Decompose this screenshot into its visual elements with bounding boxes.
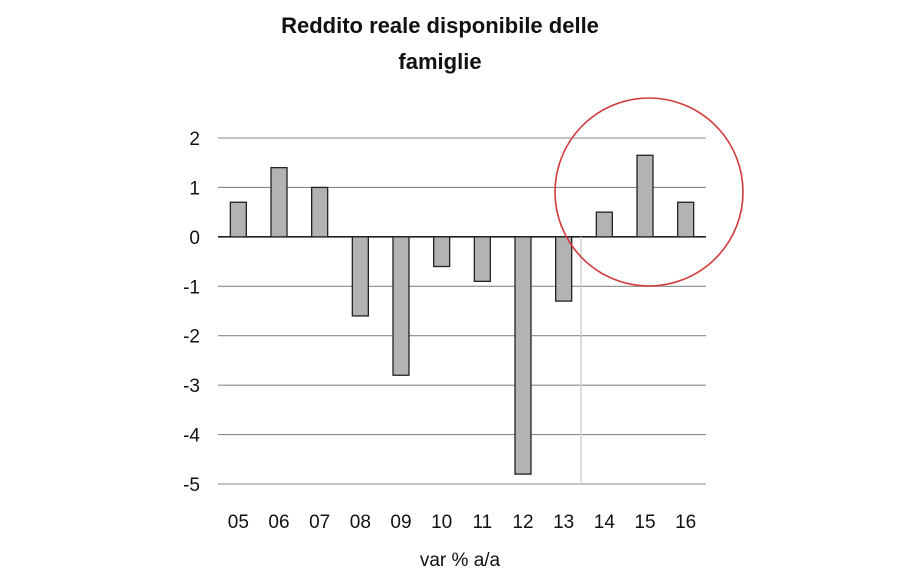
grid-lines — [218, 137, 706, 485]
y-axis-ticks: 2 1 0 -1 -2 -3 -4 -5 — [183, 129, 200, 496]
x-tick-label: 08 — [350, 512, 371, 533]
x-tick-label: 06 — [268, 512, 289, 533]
bar-12 — [514, 236, 532, 475]
x-tick-label: 10 — [431, 512, 452, 533]
bar-16 — [677, 201, 695, 238]
chart-title-line-1: Reddito reale disponibile delle — [281, 13, 599, 38]
x-tick-label: 15 — [634, 512, 655, 533]
bar-13 — [555, 236, 573, 302]
chart-title-line-2: famiglie — [398, 49, 482, 74]
bar-15 — [636, 154, 654, 238]
y-tick-label: -3 — [183, 376, 200, 397]
y-tick-label: -5 — [183, 475, 200, 496]
x-tick-label: 12 — [512, 512, 533, 533]
x-tick-label: 14 — [594, 512, 616, 533]
y-tick-label: 2 — [189, 129, 200, 150]
bars — [229, 154, 695, 475]
y-tick-label: -1 — [183, 277, 200, 298]
chart-title: Reddito reale disponibile delle famiglie — [170, 8, 710, 80]
x-tick-label: 07 — [309, 512, 330, 533]
y-tick-label: 1 — [189, 178, 200, 199]
bar-11 — [473, 236, 491, 282]
y-tick-label: -4 — [183, 426, 200, 447]
highlight-circle — [554, 97, 744, 287]
bar-08 — [351, 236, 369, 317]
x-tick-label: 13 — [553, 512, 574, 533]
bar-05 — [229, 201, 247, 238]
x-tick-label: 16 — [675, 512, 696, 533]
x-axis-label: var % a/a — [420, 550, 501, 571]
bar-06 — [270, 167, 288, 238]
x-tick-label: 05 — [228, 512, 249, 533]
bar-14 — [595, 211, 613, 238]
y-tick-label: -2 — [183, 327, 200, 348]
bar-09 — [392, 236, 410, 376]
x-tick-label: 09 — [390, 512, 411, 533]
x-axis-ticks: 05 06 07 08 09 10 11 12 13 14 15 16 — [228, 512, 696, 533]
bar-10 — [433, 236, 451, 268]
y-tick-label: 0 — [189, 228, 200, 249]
bar-07 — [311, 186, 329, 238]
x-tick-label: 11 — [472, 512, 492, 533]
